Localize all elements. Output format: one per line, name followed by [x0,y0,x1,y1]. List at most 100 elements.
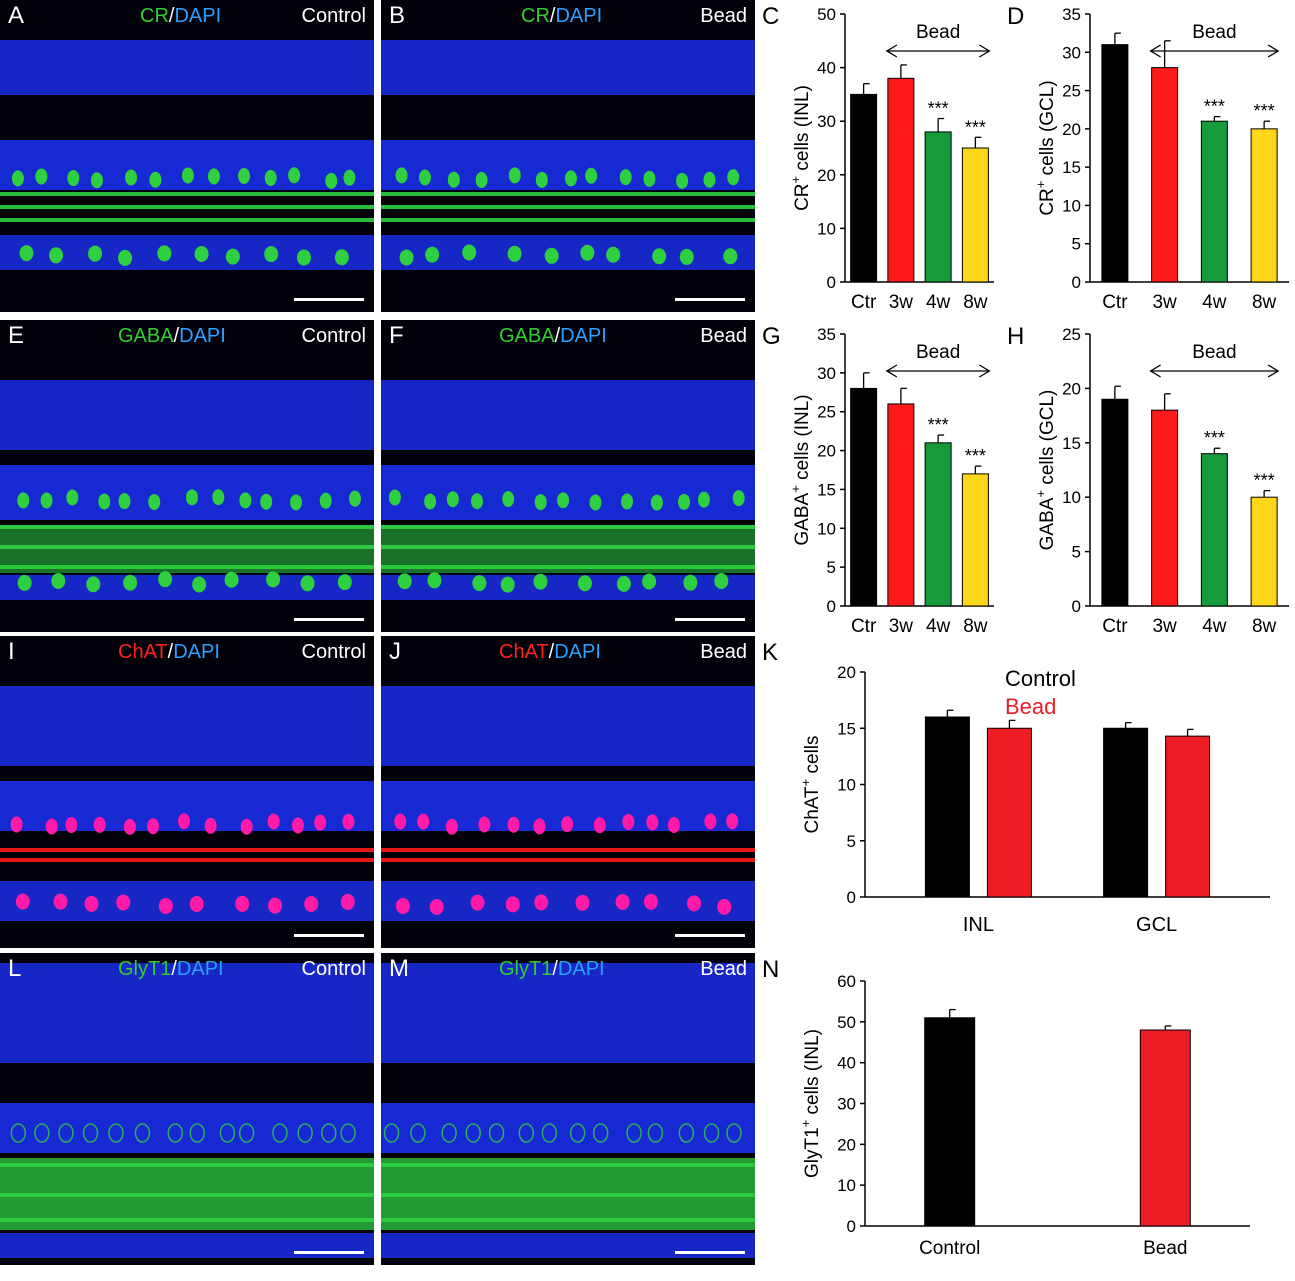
y-tick-label: 20 [817,166,836,185]
x-tick-label: 4w [926,616,951,637]
y-label-rest: cells (INL) [802,1029,823,1120]
stain-separator: / [554,325,561,347]
y-tick-label: 50 [817,5,836,24]
y-axis-label: GABA+ cells (GCL) [1033,390,1058,551]
y-label-rest: cells (INL) [792,85,813,176]
bar [1101,44,1129,283]
stain-dapi: DAPI [173,641,220,663]
micrograph-image [0,636,374,948]
significance-label: *** [965,446,986,466]
y-tick-label: 0 [847,888,856,907]
y-tick-label: 25 [817,403,836,422]
significance-label: *** [1254,471,1275,491]
y-tick-label: 15 [817,480,836,499]
y-tick-label: 30 [817,112,836,131]
y-label-rest: cells [802,735,823,778]
chart-glyt1: N 0 10 20 30 40 50 60 GlyT1+ cells (INL) Control B… [762,956,1250,1259]
y-tick-label: 5 [1072,543,1081,562]
x-tick-label: 4w [1202,616,1227,637]
y-label-sup: + [798,779,813,787]
y-tick-label: 40 [837,1054,856,1073]
y-label-sup: + [788,485,803,493]
stain-separator: / [167,641,174,663]
micrograph-image [381,953,755,1265]
micrograph-glyt1-bead: M GlyT1/DAPI Bead [381,953,755,1265]
stain-dapi: DAPI [174,5,222,27]
bar [887,77,915,283]
micrograph-glyt1-control: L GlyT1/DAPI Control [0,953,374,1265]
stain-dapi: DAPI [179,325,226,347]
chart-cr-inl: C 0 10 20 30 40 50 CR+ cells (INL) Ctr 3w *** 4w ***… [762,3,994,313]
y-tick-label: 10 [1062,196,1081,215]
bracket-label: Bead [916,342,960,363]
stain-separator: / [171,958,177,980]
y-tick-label: 5 [827,558,836,577]
bar [1101,398,1129,607]
bracket-label: Bead [916,22,960,43]
micrograph-image [381,0,755,312]
condition-label: Control [301,958,366,980]
y-tick-label: 35 [817,325,836,344]
arrow-left-icon [885,364,898,378]
x-tick-label: 3w [889,616,914,637]
stain-label: GlyT1/DAPI [499,958,605,981]
y-axis-label: GABA+ cells (INL) [788,394,813,545]
x-tick-label: 3w [889,292,914,313]
x-tick-label: Control [919,1238,980,1259]
significance-label: *** [928,99,949,119]
condition-label: Bead [700,641,747,663]
y-axis-label: GlyT1+ cells (INL) [798,1029,823,1178]
condition-label: Control [301,641,366,663]
bracket-label: Bead [1192,342,1236,363]
x-tick-label: Ctr [851,292,877,313]
y-tick-label: 0 [827,273,836,292]
y-tick-label: 10 [837,1176,856,1195]
micrograph-cr-control: A CR/DAPI Control [0,0,374,312]
y-tick-label: 20 [837,1135,856,1154]
x-tick-label: Ctr [1102,616,1128,637]
chart-letter: K [762,639,778,666]
stain-separator: / [548,641,555,663]
y-tick-label: 15 [1062,158,1081,177]
y-label-rest: cells (INL) [792,394,813,485]
chart-letter: G [762,323,781,350]
bar [924,442,952,607]
stain-label: GABA/DAPI [118,325,226,348]
bar [961,147,989,283]
y-label-main: GABA [792,492,813,545]
bracket-label: Bead [1192,22,1236,43]
bar [924,131,952,283]
bar [924,716,970,898]
y-tick-label: 15 [1062,434,1081,453]
y-label-sup: + [1033,181,1048,189]
bar [850,93,878,283]
stain-separator: / [552,958,558,980]
y-label-main: ChAT [802,786,823,834]
bar [1151,409,1179,607]
scale-bar [675,934,745,937]
x-tick-label: Ctr [1102,292,1128,313]
arrow-right-icon [979,364,991,378]
bar [850,387,878,607]
x-tick-label: 4w [1202,292,1227,313]
arrow-left-icon [1149,364,1161,378]
y-tick-label: 20 [837,663,856,682]
y-label-sup: + [788,176,803,184]
scale-bar [675,298,745,301]
stain-separator: / [549,5,556,27]
y-tick-label: 20 [817,442,836,461]
y-tick-label: 35 [1062,5,1081,24]
panel-letter: F [389,322,404,349]
stain-dapi: DAPI [176,958,224,980]
significance-label: *** [1254,101,1275,121]
bar [1103,727,1149,898]
condition-label: Bead [700,958,747,980]
x-tick-label: 8w [1252,292,1277,313]
condition-label: Control [301,5,366,27]
bar [961,473,989,607]
x-tick-label: Bead [1143,1238,1187,1259]
bar [1250,128,1278,283]
stain-dapi: DAPI [557,958,605,980]
y-tick-label: 10 [1062,488,1081,507]
panel-letter: A [8,2,25,29]
